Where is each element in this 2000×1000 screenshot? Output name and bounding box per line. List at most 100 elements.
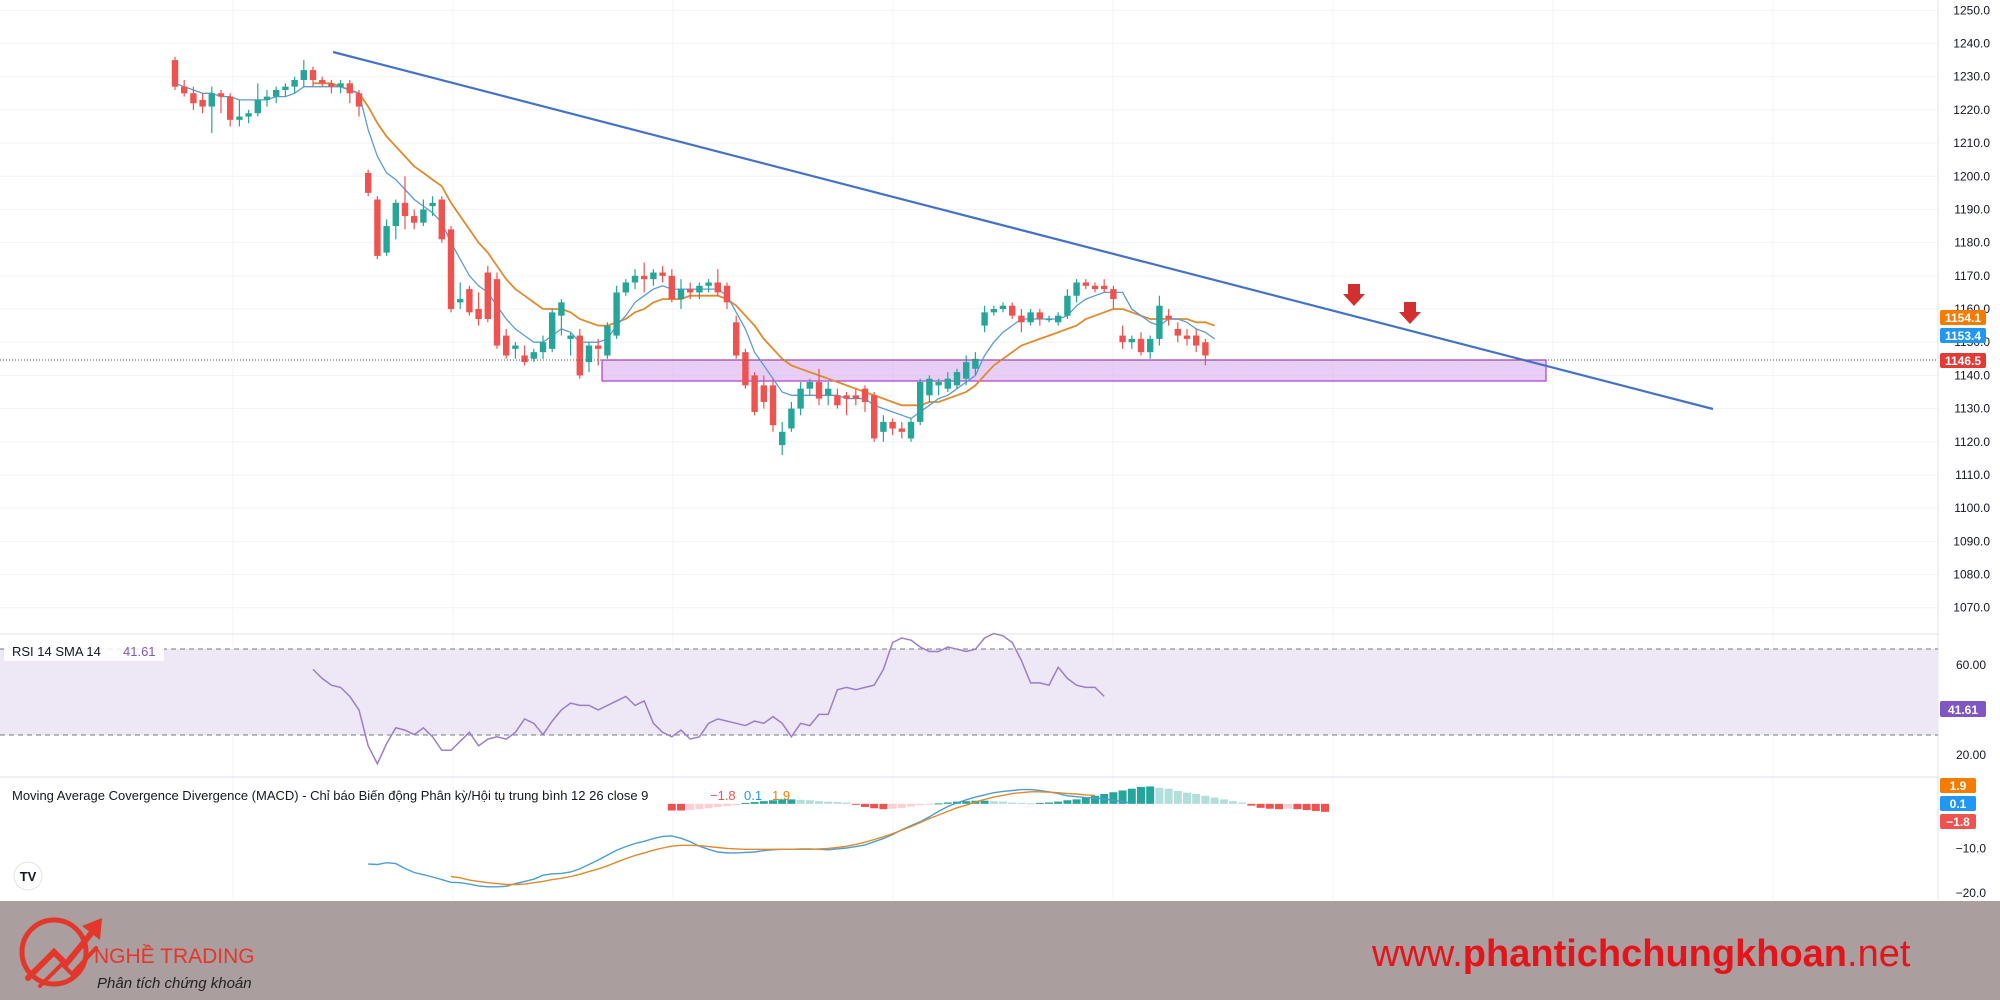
candle bbox=[1018, 309, 1025, 333]
candle bbox=[1202, 338, 1209, 366]
svg-text:1153.4: 1153.4 bbox=[1945, 329, 1981, 343]
candle bbox=[687, 282, 694, 300]
macd-hist-bar bbox=[897, 803, 906, 808]
candle bbox=[245, 109, 252, 124]
candle bbox=[282, 83, 289, 97]
price-tick-label: 1110.0 bbox=[1955, 468, 1990, 482]
candlestick-series bbox=[171, 56, 1209, 456]
macd-hist-bar bbox=[1238, 802, 1247, 804]
candle bbox=[521, 345, 528, 366]
macd-hist-bar bbox=[851, 803, 860, 805]
price-tick-label: 1170.0 bbox=[1954, 269, 1990, 283]
candle bbox=[1009, 302, 1016, 319]
svg-text:41.61: 41.61 bbox=[1948, 703, 1978, 717]
price-axis[interactable]: 1250.0 1240.0 1230.0 1220.0 1210.0 1200.0 1190… bbox=[1953, 3, 1990, 614]
macd-hist-bar bbox=[888, 803, 897, 809]
candle bbox=[236, 99, 243, 127]
candle bbox=[622, 279, 629, 296]
website-url[interactable]: www.phantichchungkhoan.net bbox=[1371, 933, 1911, 975]
macd-hist-bar bbox=[842, 802, 851, 804]
macd-hist-bar bbox=[1146, 786, 1155, 804]
candle bbox=[1119, 325, 1126, 349]
macd-hist-bar bbox=[805, 800, 814, 804]
candle bbox=[1128, 335, 1135, 349]
candle bbox=[641, 262, 648, 293]
candle bbox=[447, 226, 455, 313]
candle bbox=[871, 391, 878, 442]
candle bbox=[990, 305, 997, 316]
macd-hist-bar bbox=[686, 803, 695, 811]
macd-hist-bar bbox=[732, 803, 741, 806]
candle bbox=[1174, 322, 1181, 343]
macd-histogram bbox=[667, 786, 1329, 812]
macd-hist-bar bbox=[787, 799, 796, 804]
brand-tagline: Phân tích chứng khoán bbox=[97, 975, 252, 992]
price-tick-label: 1200.0 bbox=[1953, 169, 1990, 183]
price-tick-label: 1240.0 bbox=[1953, 37, 1990, 51]
macd-hist-bar bbox=[1256, 803, 1265, 808]
macd-hist-bar bbox=[1311, 803, 1320, 811]
candle bbox=[1137, 332, 1145, 356]
macd-hist-bar bbox=[1035, 802, 1044, 804]
macd-title[interactable]: Moving Average Covergence Divergence (MA… bbox=[12, 788, 648, 803]
candle bbox=[751, 372, 758, 416]
svg-text:0.1: 0.1 bbox=[1950, 797, 1967, 811]
footer-banner bbox=[0, 901, 2000, 1000]
rsi-title[interactable]: RSI 14 SMA 14 bbox=[12, 644, 101, 659]
candle bbox=[852, 388, 859, 406]
macd-hist-bar bbox=[1091, 795, 1099, 804]
brand-logo-icon bbox=[19, 917, 102, 988]
candle bbox=[420, 199, 427, 227]
macd-hist-bar bbox=[759, 801, 768, 804]
rsi-value-tag: 41.61 bbox=[1940, 701, 1986, 717]
candle bbox=[503, 328, 510, 359]
down-arrow-icon bbox=[1399, 302, 1421, 324]
macd-hist-bar bbox=[1118, 790, 1127, 804]
candle bbox=[788, 401, 795, 432]
brand-name: NGHỀ TRADING bbox=[94, 945, 255, 968]
macd-hist-bar bbox=[1081, 797, 1090, 804]
candle bbox=[273, 86, 280, 104]
candle bbox=[733, 315, 740, 359]
macd-hist-bar bbox=[695, 803, 704, 810]
macd-hist-bar bbox=[870, 803, 879, 809]
candle bbox=[917, 378, 924, 426]
tradingview-logo[interactable]: TV bbox=[13, 861, 43, 891]
candle bbox=[668, 269, 675, 303]
price-tick-label: 1250.0 bbox=[1953, 3, 1990, 17]
downtrend-line[interactable] bbox=[332, 50, 1714, 411]
price-tick-label: 1140.0 bbox=[1954, 368, 1990, 382]
candle bbox=[1147, 335, 1154, 359]
candle bbox=[944, 372, 951, 392]
candle bbox=[650, 269, 657, 286]
macd-hist-bar bbox=[1008, 802, 1017, 804]
macd-value-macd: 0.1 bbox=[744, 788, 762, 803]
candle bbox=[880, 415, 887, 442]
price-tick-label: 1210.0 bbox=[1953, 136, 1990, 150]
candle bbox=[723, 282, 731, 310]
candle bbox=[815, 368, 823, 406]
candle bbox=[889, 418, 896, 436]
ma-slow-line bbox=[313, 82, 1215, 407]
macd-hist-bar bbox=[713, 803, 722, 807]
candle bbox=[355, 89, 363, 117]
candle bbox=[346, 80, 353, 104]
candle bbox=[227, 93, 234, 127]
candle bbox=[429, 196, 436, 217]
candle bbox=[907, 418, 915, 442]
candle bbox=[613, 285, 620, 339]
macd-hist-bar bbox=[999, 801, 1007, 804]
macd-hist-bar bbox=[934, 803, 943, 805]
candle bbox=[1110, 285, 1117, 310]
macd-hist-bar bbox=[1229, 801, 1237, 804]
candle bbox=[861, 385, 869, 412]
candle bbox=[171, 56, 179, 90]
candle bbox=[1156, 295, 1163, 346]
candle bbox=[466, 285, 473, 316]
macd-hist-bar bbox=[879, 803, 888, 810]
rsi-tick-label: 20.00 bbox=[1956, 748, 1986, 762]
macd-hist-bar bbox=[1302, 803, 1311, 811]
macd-hist-bar bbox=[962, 801, 971, 804]
candle bbox=[972, 352, 979, 376]
